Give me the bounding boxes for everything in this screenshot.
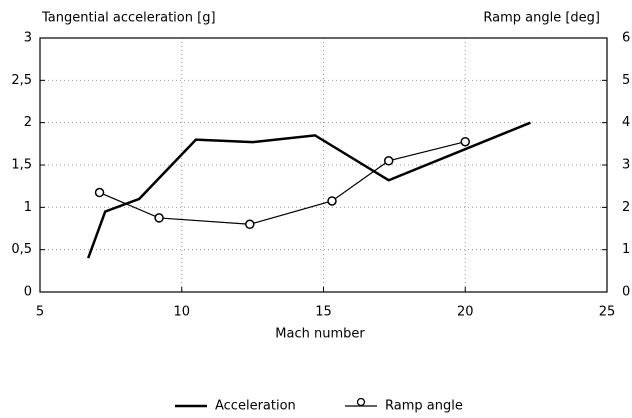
y-tick-label: 1 — [24, 200, 32, 215]
series-line — [87, 121, 531, 259]
point-marker — [327, 196, 337, 206]
legend-marker — [356, 397, 366, 407]
x-axis-title: Mach number — [275, 327, 365, 342]
x-tick-label: 20 — [457, 305, 474, 320]
legend-label: Acceleration — [215, 399, 296, 414]
y2-tick-label: 1 — [622, 242, 630, 257]
x-tick-label: 10 — [173, 305, 190, 320]
x-tick-label: 15 — [315, 305, 332, 320]
point-marker — [245, 219, 255, 230]
y2-tick-label: 2 — [622, 200, 630, 215]
plot-frame — [39, 37, 608, 293]
y-axis-title: Tangential acceleration [g] — [41, 11, 216, 26]
y-tick-label: 3 — [24, 31, 32, 46]
legend-label: Ramp angle — [385, 399, 463, 414]
y2-tick-label: 4 — [622, 115, 630, 130]
series-line — [99, 141, 466, 225]
y2-tick-label: 6 — [622, 31, 630, 46]
y2-tick-label: 0 — [622, 285, 630, 300]
y2-tick-label: 5 — [622, 73, 630, 88]
y-tick-label: 2 — [24, 115, 32, 130]
y2-tick-label: 3 — [622, 158, 630, 173]
y-tick-label: 0 — [24, 285, 32, 300]
point-marker — [154, 213, 164, 223]
y-tick-label: 2,5 — [11, 73, 32, 88]
y-tick-label: 1,5 — [11, 158, 32, 173]
point-marker — [94, 187, 105, 198]
x-tick-label: 5 — [36, 305, 44, 320]
x-tick-label: 25 — [599, 305, 616, 320]
y2-axis-title: Ramp angle [deg] — [483, 11, 600, 26]
point-marker — [460, 136, 470, 147]
point-marker — [383, 156, 394, 166]
y-tick-label: 0,5 — [11, 242, 32, 257]
